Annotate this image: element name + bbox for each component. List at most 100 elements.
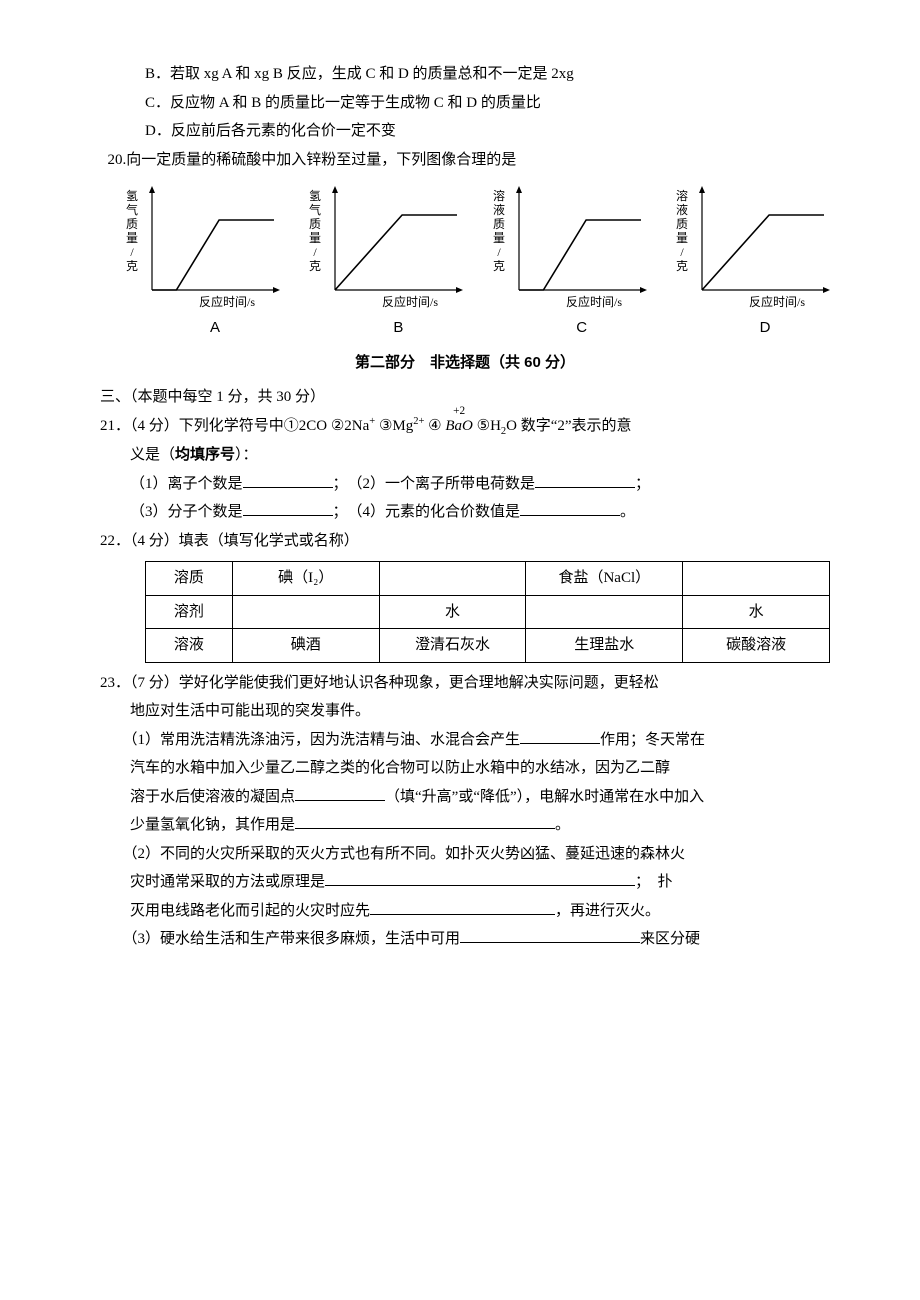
q22-cell-r1-c0: 溶剂	[146, 595, 233, 629]
q23-p2b: 灾时通常采取的方法或原理是	[130, 874, 325, 890]
svg-text:溶: 溶	[676, 188, 688, 203]
q22-cell-r1-c1[interactable]	[232, 595, 379, 629]
q23-p2-l3: 灭用电线路老化而引起的火灾时应先 ，再进行灭火。	[100, 897, 830, 926]
q23-p2-l1: （2）不同的火灾所采取的灭火方式也有所不同。如扑灭火势凶猛、蔓延迅速的森林火	[100, 840, 830, 869]
q20-charts-row: 氢气质量/克 反应时间/s A 氢气质量/克 反应时间/s B 溶液质量/克 反…	[120, 182, 830, 343]
q23-lead: 23．（7 分）学好化学能使我们更好地认识各种现象，更合理地解决实际问题，更轻松	[100, 669, 830, 698]
q21-s1a: （1）离子个数是	[130, 476, 243, 492]
q19-option-c: C．反应物 A 和 B 的质量比一定等于生成物 C 和 D 的质量比	[100, 89, 830, 118]
svg-text:质: 质	[309, 217, 321, 231]
q19-option-d: D．反应前后各元素的化合价一定不变	[100, 117, 830, 146]
svg-text:质: 质	[126, 217, 138, 231]
q23-p1d: 溶于水后使溶液的凝固点	[130, 789, 295, 805]
svg-text:质: 质	[676, 217, 688, 231]
q19-option-b: B．若取 xg A 和 xg B 反应，生成 C 和 D 的质量总和不一定是 2…	[100, 60, 830, 89]
svg-text:反应时间/s: 反应时间/s	[382, 294, 438, 309]
q21-s1b: ； （2）一个离子所带电荷数是	[333, 476, 536, 492]
svg-text:质: 质	[493, 217, 505, 231]
q21-blank1[interactable]	[243, 472, 333, 488]
q23-p3-l1: （3）硬水给生活和生产带来很多麻烦，生活中可用 来区分硬	[100, 925, 830, 954]
q21-lead-c: ④	[424, 418, 445, 434]
q22-cell-r1-c3[interactable]	[526, 595, 683, 629]
svg-text:量: 量	[126, 231, 138, 245]
q23-p1-l1: （1）常用洗洁精洗涤油污，因为洗洁精与油、水混合会产生 作用；冬天常在	[100, 726, 830, 755]
q22-cell-r0-c1: 碘（I₂）	[232, 562, 379, 596]
q23-p1a: （1）常用洗洁精洗涤油污，因为洗洁精与油、水混合会产生	[123, 732, 521, 748]
q22-lead: 22．（4 分）填表（填写化学式或名称）	[100, 527, 830, 556]
q23-p2e: ，再进行灭火。	[555, 903, 660, 919]
q22-table: 溶质碘（I₂）食盐（NaCl）溶剂水水溶液碘酒澄清石灰水生理盐水碳酸溶液	[145, 561, 830, 663]
svg-text:液: 液	[676, 202, 688, 217]
q21-lead-e: O 数字“2”表示的意	[506, 418, 631, 434]
q21-sub2: （3）分子个数是； （4）元素的化合价数值是。	[100, 498, 830, 527]
q23-blank-p2-1[interactable]	[325, 870, 635, 886]
q23-p3a: （3）硬水给生活和生产带来很多麻烦，生活中可用	[123, 931, 461, 947]
q21-blank3[interactable]	[243, 500, 333, 516]
q21-lead-b: ③Mg	[375, 418, 413, 434]
q22-cell-r2-c2: 澄清石灰水	[379, 629, 526, 663]
q20-chart-c: 溶液质量/克 反应时间/s C	[487, 182, 647, 343]
q23-p2d: 灭用电线路老化而引起的火灾时应先	[130, 903, 370, 919]
q20-chart-b: 氢气质量/克 反应时间/s B	[303, 182, 463, 343]
q23-blank-p1-1[interactable]	[520, 728, 600, 744]
svg-text:克: 克	[126, 259, 138, 273]
q23-blank-p1-2[interactable]	[295, 785, 385, 801]
q21-bao: +2BaO	[445, 412, 473, 441]
q23-p3b: 来区分硬	[640, 931, 700, 947]
q21-s1c: ；	[635, 476, 650, 492]
svg-text:溶: 溶	[493, 188, 505, 203]
q23-lead2: 地应对生活中可能出现的突发事件。	[100, 697, 830, 726]
q23-blank-p3-1[interactable]	[460, 927, 640, 943]
q21-line1: 21．（4 分）下列化学符号中①2CO ②2Na+ ③Mg2+ ④ +2BaO …	[100, 412, 830, 442]
svg-text:/: /	[314, 245, 318, 259]
q20-chart-letter-c: C	[487, 314, 647, 343]
q23-p2-l2: 灾时通常采取的方法或原理是 ； 扑	[100, 868, 830, 897]
svg-text:/: /	[497, 245, 501, 259]
q21-bold: 均填序号	[175, 447, 235, 463]
q23-p1b: 作用；冬天常在	[600, 732, 705, 748]
svg-text:克: 克	[676, 259, 688, 273]
part2-header: 第二部分 非选择题（共 60 分）	[100, 349, 830, 378]
q22-cell-r2-c3: 生理盐水	[526, 629, 683, 663]
q21-blank2[interactable]	[535, 472, 635, 488]
q20-chart-a: 氢气质量/克 反应时间/s A	[120, 182, 280, 343]
q22-cell-r2-c4: 碳酸溶液	[683, 629, 830, 663]
q21-lead-a: 21．（4 分）下列化学符号中①2CO ②2Na	[100, 418, 369, 434]
svg-text:反应时间/s: 反应时间/s	[749, 294, 805, 309]
svg-text:氢: 氢	[126, 188, 138, 203]
q23-p1-l2: 汽车的水箱中加入少量乙二醇之类的化合物可以防止水箱中的水结冰，因为乙二醇	[100, 754, 830, 783]
q21-s2b: ； （4）元素的化合价数值是	[333, 504, 521, 520]
q23-blank-p1-3[interactable]	[295, 813, 555, 829]
q20-chart-letter-a: A	[120, 314, 280, 343]
q22-cell-r0-c3: 食盐（NaCl）	[526, 562, 683, 596]
svg-text:克: 克	[493, 259, 505, 273]
q23-p1e: （填“升高”或“降低”），电解水时通常在水中加入	[385, 789, 704, 805]
q21-sub1: （1）离子个数是 ； （2）一个离子所带电荷数是 ；	[100, 470, 830, 499]
svg-text:/: /	[680, 245, 684, 259]
svg-text:反应时间/s: 反应时间/s	[199, 294, 255, 309]
svg-text:量: 量	[309, 231, 321, 245]
q22-cell-r0-c4[interactable]	[683, 562, 830, 596]
q21-bao-top: +2	[453, 401, 465, 422]
svg-text:克: 克	[309, 259, 321, 273]
q22-cell-r0-c2[interactable]	[379, 562, 526, 596]
q21-s2c: 。	[620, 504, 635, 520]
svg-text:反应时间/s: 反应时间/s	[566, 294, 622, 309]
svg-text:液: 液	[493, 202, 505, 217]
q22-cell-r1-c4: 水	[683, 595, 830, 629]
q20-chart-letter-b: B	[303, 314, 463, 343]
q21-mg-sup: 2+	[413, 416, 424, 427]
q23-blank-p2-2[interactable]	[370, 899, 555, 915]
q21-blank4[interactable]	[520, 500, 620, 516]
svg-text:氢: 氢	[309, 188, 321, 203]
q23-p1-l3: 溶于水后使溶液的凝固点 （填“升高”或“降低”），电解水时通常在水中加入	[100, 783, 830, 812]
q22-cell-r1-c2: 水	[379, 595, 526, 629]
q21-line2-b: ）：	[235, 447, 258, 463]
q20-chart-d: 溶液质量/克 反应时间/s D	[670, 182, 830, 343]
q23-p2c: ； 扑	[635, 874, 673, 890]
svg-text:气: 气	[126, 202, 138, 217]
svg-text:量: 量	[493, 231, 505, 245]
svg-text:量: 量	[676, 231, 688, 245]
q22-cell-r2-c0: 溶液	[146, 629, 233, 663]
q23-p1-l4: 少量氢氧化钠，其作用是。	[100, 811, 830, 840]
